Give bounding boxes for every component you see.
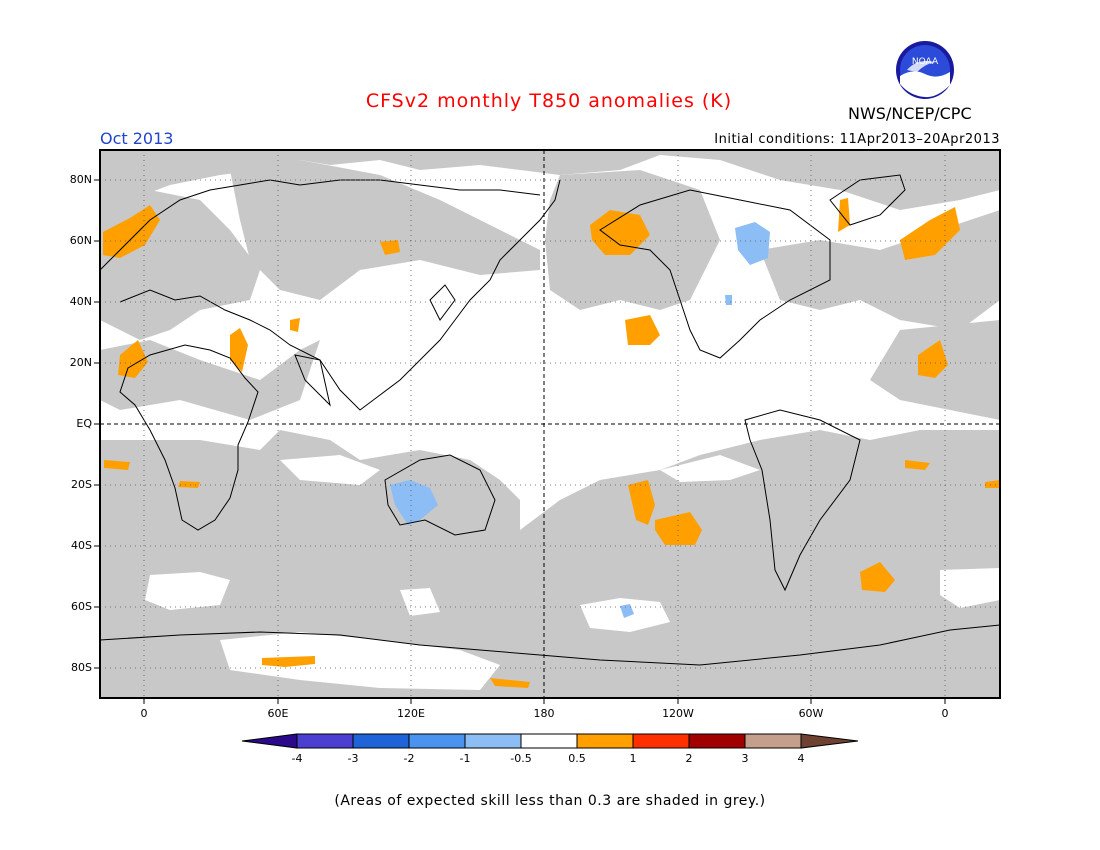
lon-label: 60W: [798, 707, 824, 720]
colorbar-cell: [408, 733, 466, 749]
colorbar-label: -3: [347, 752, 359, 765]
lon-label: 0: [941, 707, 949, 720]
lat-label: EQ: [76, 417, 92, 430]
colorbar-label: 0.5: [568, 752, 586, 765]
colorbar-label: 1: [629, 752, 637, 765]
colorbar-cell: [744, 733, 802, 749]
equator-dateline: [100, 150, 1000, 698]
logo-text: NOAA: [912, 57, 939, 67]
colorbar-label: 3: [741, 752, 749, 765]
chart-title: CFSv2 monthly T850 anomalies (K): [365, 90, 733, 112]
colorbar-cell: [241, 733, 298, 749]
colorbar-label: -1: [459, 752, 471, 765]
lat-label: 40N: [69, 295, 92, 308]
lat-label: 60S: [71, 600, 92, 613]
tick-marks: [94, 179, 946, 704]
lon-label: 120W: [662, 707, 694, 720]
noaa-logo: NOAA: [896, 41, 954, 99]
lon-label: 0: [140, 707, 148, 720]
lat-label: 20N: [69, 356, 92, 369]
lat-label: 20S: [71, 478, 92, 491]
agency-label: NWS/NCEP/CPC: [848, 104, 972, 123]
skill-white-regions-south: [145, 455, 1000, 690]
colorbar-cell: [632, 733, 690, 749]
lon-label: 180: [533, 707, 555, 720]
colorbar-label: -2: [403, 752, 415, 765]
colorbar-cell: [800, 733, 859, 749]
lat-label: 80S: [71, 661, 92, 674]
colorbar-cell: [464, 733, 522, 749]
lat-label: 40S: [71, 539, 92, 552]
colorbar-label: 4: [797, 752, 805, 765]
initial-conditions: Initial conditions: 11Apr2013–20Apr2013: [714, 132, 1000, 147]
coastlines: [99, 174, 1001, 666]
lon-label: 60E: [267, 707, 289, 720]
lat-label: 60N: [69, 234, 92, 247]
lat-label: 80N: [69, 173, 92, 186]
colorbar-label: 2: [685, 752, 693, 765]
gridlines: [100, 150, 1000, 698]
colorbar: [241, 733, 859, 749]
colorbar-cell: [296, 733, 354, 749]
colorbar-cell: [688, 733, 746, 749]
colorbar-cell: [576, 733, 634, 749]
valid-month: Oct 2013: [100, 129, 174, 148]
colorbar-cell: [352, 733, 410, 749]
colorbar-label: -4: [291, 752, 303, 765]
colorbar-cell: [520, 733, 578, 749]
colorbar-label: -0.5: [510, 752, 532, 765]
skill-note: (Areas of expected skill less than 0.3 a…: [334, 793, 766, 809]
lon-label: 120E: [397, 707, 425, 720]
cold-anomaly-patches: [390, 222, 770, 618]
